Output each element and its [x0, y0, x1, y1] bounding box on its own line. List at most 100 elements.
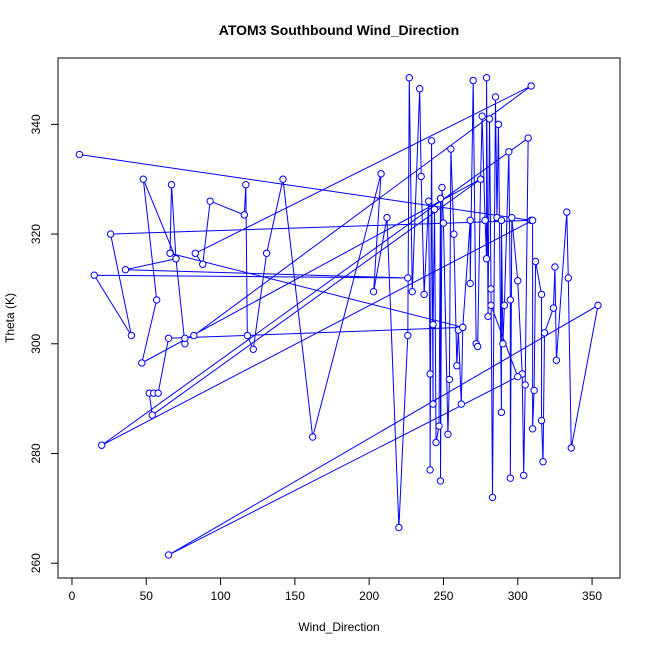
- data-point: [430, 205, 439, 214]
- chart-title: ATOM3 Southbound Wind_Direction: [219, 22, 459, 38]
- data-point: [453, 362, 461, 370]
- data-point: [497, 408, 506, 417]
- data-point: [90, 271, 98, 279]
- data-point: [459, 323, 467, 332]
- data-point: [166, 249, 174, 257]
- data-point: [450, 230, 458, 238]
- data-point: [499, 340, 507, 348]
- y-tick-label: 280: [29, 443, 43, 463]
- data-point: [528, 425, 537, 433]
- y-axis-label: Theta (K): [3, 293, 17, 343]
- data-point: [167, 181, 176, 189]
- data-point: [426, 370, 434, 378]
- y-tick-label: 300: [29, 333, 43, 353]
- plot-frame: [57, 57, 621, 579]
- data-point: [308, 433, 317, 441]
- x-tick-label: 300: [508, 589, 528, 603]
- data-point: [424, 197, 433, 205]
- data-point: [369, 287, 378, 296]
- data-point: [537, 290, 546, 299]
- data-point: [405, 74, 413, 82]
- data-point: [488, 493, 497, 502]
- data-point: [206, 197, 214, 205]
- data-point: [262, 249, 271, 257]
- data-point: [491, 93, 500, 101]
- x-tick-label: 150: [285, 589, 305, 603]
- data-point: [164, 334, 173, 342]
- data-point: [199, 260, 207, 268]
- x-axis-label: Wind_Direction: [298, 620, 379, 634]
- data-point: [154, 389, 162, 397]
- y-tick-label: 340: [29, 114, 43, 134]
- y-tick-label: 320: [29, 224, 43, 244]
- data-point: [481, 216, 489, 225]
- data-point: [377, 170, 385, 178]
- data-point: [395, 523, 403, 532]
- data-point: [191, 249, 200, 257]
- data-point: [429, 400, 437, 408]
- data-point: [445, 375, 454, 384]
- data-point: [564, 274, 572, 282]
- data-point: [487, 285, 495, 293]
- data-point: [404, 331, 412, 340]
- data-point: [420, 290, 428, 299]
- data-point: [494, 120, 503, 129]
- data-point: [249, 345, 257, 353]
- data-point: [415, 85, 424, 93]
- data-point: [439, 219, 448, 227]
- data-point: [75, 150, 84, 159]
- data-point: [520, 471, 528, 480]
- data-point: [524, 134, 532, 142]
- x-tick-label: 0: [69, 589, 76, 603]
- data-point: [506, 296, 515, 304]
- data-point: [482, 255, 491, 263]
- data-point: [152, 296, 161, 304]
- data-point: [127, 331, 136, 340]
- x-tick-label: 50: [140, 589, 154, 603]
- data-point: [552, 356, 561, 364]
- data-point: [426, 466, 434, 474]
- data-point: [484, 312, 492, 321]
- data-point: [466, 279, 474, 288]
- data-point: [527, 82, 535, 90]
- data-point: [190, 331, 198, 340]
- data-point: [530, 386, 538, 395]
- data-point: [436, 477, 445, 485]
- data-point: [383, 213, 391, 222]
- y-tick-label: 260: [29, 553, 43, 573]
- data-point: [537, 416, 546, 425]
- data-point: [181, 334, 189, 342]
- data-point: [497, 216, 506, 225]
- data-point: [466, 216, 474, 225]
- data-point: [404, 274, 412, 282]
- data-point: [408, 287, 416, 296]
- data-point: [444, 430, 452, 438]
- data-point: [505, 148, 513, 156]
- x-tick-label: 200: [359, 589, 379, 603]
- data-point: [240, 211, 249, 219]
- data-point: [473, 342, 482, 351]
- data-point: [487, 301, 495, 310]
- data-point: [106, 230, 115, 238]
- data-point: [139, 175, 147, 183]
- data-point: [482, 74, 491, 82]
- data-point: [528, 216, 537, 225]
- data-point: [438, 183, 446, 192]
- data-point: [427, 137, 436, 145]
- data-point: [97, 441, 106, 449]
- data-point: [417, 172, 425, 181]
- data-point: [469, 76, 477, 85]
- data-point: [172, 255, 180, 263]
- data-point: [164, 551, 173, 559]
- data-point: [478, 112, 486, 120]
- data-point: [506, 474, 515, 482]
- data-point: [551, 263, 559, 271]
- x-tick-label: 350: [582, 589, 602, 603]
- data-point: [594, 301, 602, 310]
- data-point: [485, 115, 494, 123]
- x-tick-label: 250: [433, 589, 453, 603]
- data-point: [476, 175, 485, 183]
- data-point: [514, 372, 522, 381]
- data-point: [148, 411, 156, 419]
